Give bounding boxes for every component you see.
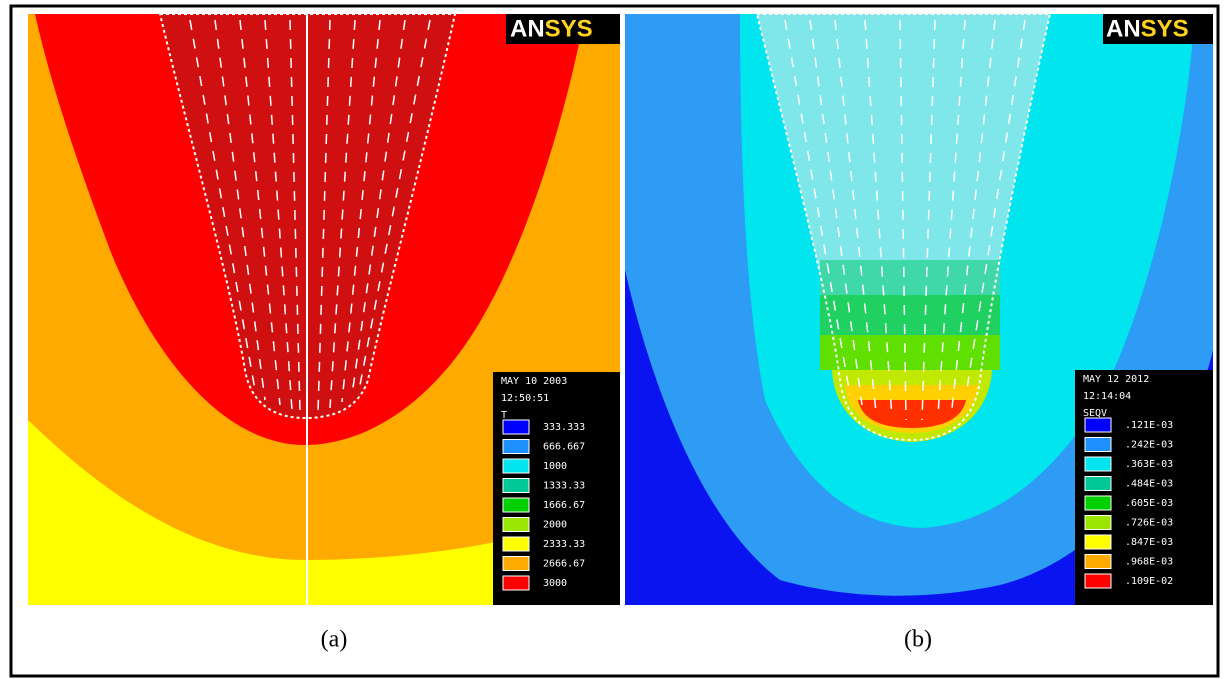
legend-label: .605E-03 — [1125, 498, 1173, 509]
legend-swatch — [502, 458, 530, 474]
ansys-logo: ANSYS — [510, 15, 593, 42]
frame — [9, 4, 1220, 678]
legend-swatch — [502, 439, 530, 454]
caption: (a) — [321, 627, 348, 653]
legend-label: 2333.33 — [543, 539, 585, 550]
legend-label: 1666.67 — [543, 500, 585, 511]
legend-label: .242E-03 — [1125, 440, 1173, 451]
ansys-logo: ANSYS — [1106, 15, 1189, 42]
legend-swatch — [502, 517, 530, 532]
legend-header: 12:50:51 — [501, 393, 549, 404]
legend-swatch — [502, 478, 530, 493]
legend-swatch — [1084, 554, 1112, 569]
legend-swatch — [502, 536, 530, 552]
legend-swatch — [1084, 495, 1112, 511]
legend-label: .968E-03 — [1125, 557, 1173, 568]
legend-label: 1333.33 — [543, 481, 585, 492]
legend-swatch — [1084, 417, 1112, 433]
legend-header: SEQV — [1083, 408, 1107, 419]
legend-header: T — [501, 410, 507, 421]
legend-label: .726E-03 — [1125, 518, 1173, 529]
legend-header: 12:14:04 — [1083, 391, 1131, 402]
legend-label: 3000 — [543, 578, 567, 589]
legend-label: 2000 — [543, 520, 567, 531]
caption: (b) — [904, 627, 932, 653]
legend-swatch — [1084, 534, 1112, 550]
legend-label: .109E-02 — [1125, 576, 1173, 587]
legend-swatch — [502, 419, 530, 435]
legend-header: MAY 12 2012 — [1083, 374, 1149, 385]
legend-b: MAY 12 2012 12:14:04 SEQV .121E-03 .242E-03.… — [1075, 370, 1213, 605]
legend-swatch — [502, 556, 530, 571]
legend-label: 1000 — [543, 461, 567, 472]
legend-label: .484E-03 — [1125, 479, 1173, 490]
legend-swatch — [502, 575, 530, 591]
legend-swatch — [1084, 515, 1112, 530]
legend-label: .363E-03 — [1125, 459, 1173, 470]
legend-label: 2666.67 — [543, 559, 585, 570]
legend-swatch — [1084, 437, 1112, 452]
legend-swatch — [1084, 476, 1112, 491]
legend-a: MAY 10 2003 12:50:51 T 333.333 666.667 1000 13… — [493, 372, 620, 605]
legend-header: MAY 10 2003 — [501, 376, 567, 387]
legend-swatch — [1084, 573, 1112, 589]
legend-label: 666.667 — [543, 442, 585, 453]
legend-swatch — [1084, 456, 1112, 472]
legend-label: .121E-03 — [1125, 420, 1173, 431]
legend-swatch — [502, 497, 530, 513]
legend-label: .847E-03 — [1125, 537, 1173, 548]
legend-label: 333.333 — [543, 422, 585, 433]
